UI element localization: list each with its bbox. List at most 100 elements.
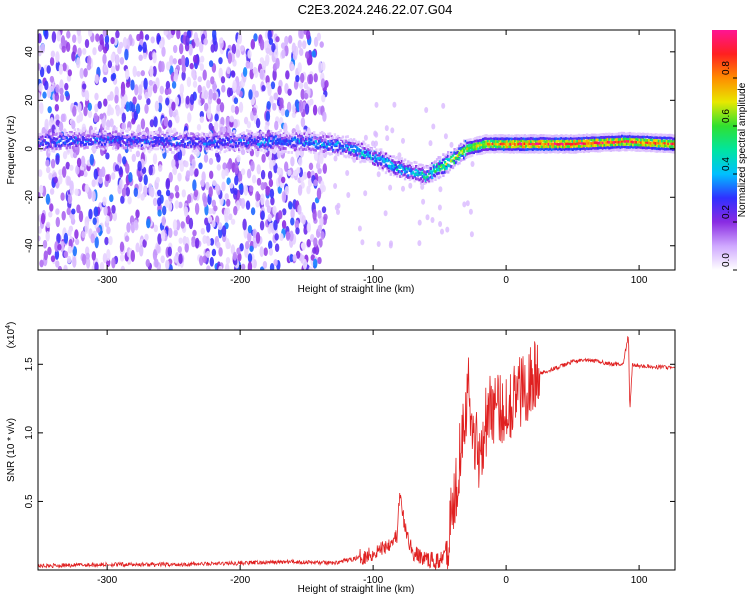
heatmap-cell [619,137,622,141]
heatmap-cell [555,147,558,151]
heatmap-cell [215,141,218,145]
heatmap-cell [434,174,437,178]
heatmap-cell [111,204,116,214]
heatmap-cell [223,143,226,146]
heatmap-cell [139,141,142,144]
heatmap-cell [380,157,383,161]
heatmap-cell [71,120,76,130]
heatmap-cell [522,145,525,149]
heatmap-cell [441,102,446,109]
heatmap-cell [621,142,624,146]
heatmap-cell [443,157,447,160]
heatmap-cell [646,149,649,153]
heatmap-cell [494,137,498,140]
heatmap-cell [120,87,126,97]
heatmap-cell [200,98,205,105]
heatmap-cell [142,146,145,150]
heatmap-cell [119,137,123,141]
heatmap-cell [428,140,433,147]
heatmap-cell [50,255,56,263]
heatmap-cell [603,136,606,139]
heatmap-cell [514,143,517,146]
heatmap-cell [651,141,654,145]
heatmap-cell [40,133,43,137]
heatmap-cell [643,148,646,152]
heatmap-cell [252,66,258,75]
heatmap-cell [491,150,495,153]
heatmap-cell [209,147,212,151]
heatmap-cell [555,140,558,144]
heatmap-cell [102,134,105,138]
heatmap-cell [247,225,253,234]
heatmap-cell [486,137,490,140]
heatmap-cell [107,133,110,137]
heatmap-cell [392,170,396,174]
heatmap-cell [528,150,531,154]
heatmap-cell [493,148,496,151]
heatmap-cell [308,131,311,134]
heatmap-cell [434,178,437,181]
heatmap-cell [87,110,93,119]
heatmap-cell [118,136,121,139]
heatmap-cell [203,38,208,46]
heatmap-cell [617,145,621,149]
heatmap-cell [199,143,203,146]
heatmap-cell [351,145,354,149]
heatmap-cell [656,133,659,137]
heatmap-cell [338,151,341,155]
heatmap-cell [266,205,272,214]
heatmap-cell [132,65,137,78]
heatmap-cell [589,134,592,137]
heatmap-cell [284,150,287,153]
heatmap-cell [608,140,611,144]
heatmap-cell [301,143,305,146]
heatmap-cell [62,141,65,145]
heatmap-cell [622,148,625,152]
heatmap-cell [105,152,110,160]
heatmap-cell [72,146,75,149]
heatmap-cell [396,156,399,159]
heatmap-cell [167,129,171,133]
heatmap-cell [215,134,218,138]
heatmap-cell [40,212,46,225]
heatmap-cell [153,224,158,233]
heatmap-cell [576,147,579,151]
heatmap-cell [309,148,313,152]
heatmap-cell [531,142,534,146]
heatmap-cell [206,142,209,145]
heatmap-cell [253,133,257,136]
heatmap-cell [49,147,53,150]
heatmap-cell [199,139,203,143]
heatmap-cell [183,206,189,218]
heatmap-cell [544,140,547,144]
heatmap-cell [660,147,664,150]
heatmap-cell [85,252,90,260]
heatmap-cell [196,137,199,141]
heatmap-cell [113,36,118,46]
heatmap-cell [313,73,318,83]
heatmap-cell [166,150,169,153]
heatmap-cell [284,109,290,118]
heatmap-cell [573,136,576,140]
heatmap-cell [368,146,372,150]
heatmap-cell [143,131,147,135]
heatmap-cell [356,157,359,160]
heatmap-cell [303,132,306,136]
heatmap-cell [255,200,260,208]
heatmap-cell [619,146,622,149]
heatmap-cell [293,144,297,148]
heatmap-cell [253,139,257,143]
heatmap-cell [464,153,467,156]
heatmap-cell [343,154,346,158]
heatmap-cell [150,131,153,135]
heatmap-cell [162,205,167,216]
heatmap-cell [659,150,662,153]
heatmap-cell [214,133,217,136]
heatmap-cell [557,135,560,138]
heatmap-cell [99,132,102,136]
heatmap-cell [249,136,252,140]
heatmap-cell [290,217,295,226]
heatmap-cell [221,169,226,180]
heatmap-cell [226,143,230,146]
heatmap-cell [474,150,477,153]
